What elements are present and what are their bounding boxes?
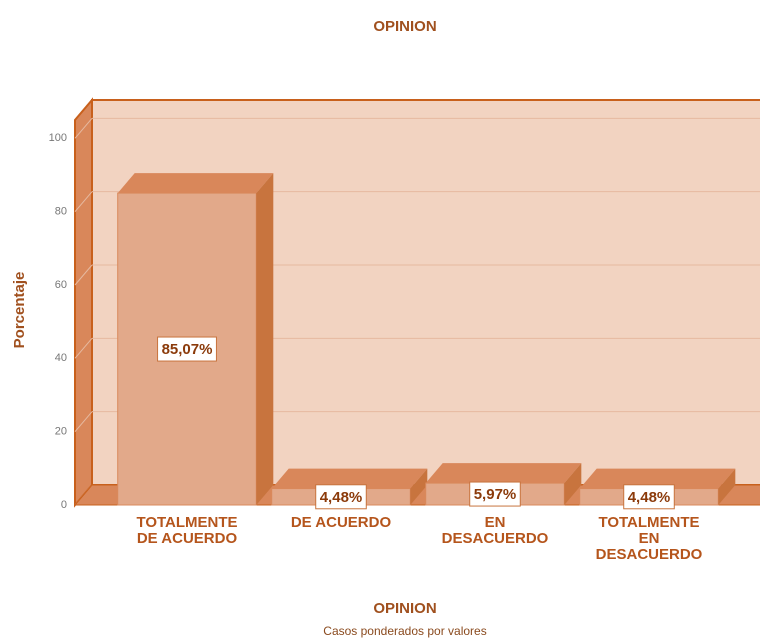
value-label: 85,07% — [162, 341, 213, 358]
grid-line — [74, 264, 93, 286]
grid-line — [74, 411, 93, 432]
x-tick-label: EN DESACUERDO — [441, 514, 549, 547]
y-tick-label: 20 — [55, 426, 67, 438]
side-wall — [74, 97, 93, 508]
x-tick-label: TOTALMENTE EN DESACUERDO — [595, 514, 703, 563]
y-tick-label: 60 — [55, 279, 67, 291]
bar-top — [425, 463, 582, 484]
bar-top — [117, 173, 274, 194]
y-tick-label: 0 — [61, 499, 67, 511]
subtitle: Casos ponderados por valores — [323, 624, 486, 638]
y-axis-title: Porcentaje — [11, 272, 28, 349]
bar-side — [256, 173, 274, 505]
bar-side — [564, 463, 582, 505]
grid-line — [74, 118, 93, 139]
value-label: 4,48% — [628, 489, 671, 506]
value-label-box — [469, 481, 521, 507]
chart-title: OPINION — [373, 18, 436, 35]
grid-line — [74, 338, 93, 359]
value-label: 5,97% — [474, 486, 517, 503]
value-label-box — [623, 484, 675, 510]
grid-line — [74, 191, 93, 212]
value-label-box — [315, 484, 367, 510]
x-axis-title: OPINION — [373, 600, 436, 617]
bar-side — [718, 468, 736, 505]
value-label-box — [157, 336, 217, 362]
bar-top — [579, 468, 736, 489]
x-tick-label: TOTALMENTE DE ACUERDO — [136, 514, 238, 547]
value-label: 4,48% — [320, 489, 363, 506]
bar-side — [410, 468, 428, 505]
y-tick-label: 40 — [55, 352, 67, 364]
y-tick-label: 100 — [49, 132, 67, 144]
y-tick-label: 80 — [55, 206, 67, 218]
bar-top — [271, 468, 428, 489]
x-tick-label: DE ACUERDO — [290, 514, 392, 531]
